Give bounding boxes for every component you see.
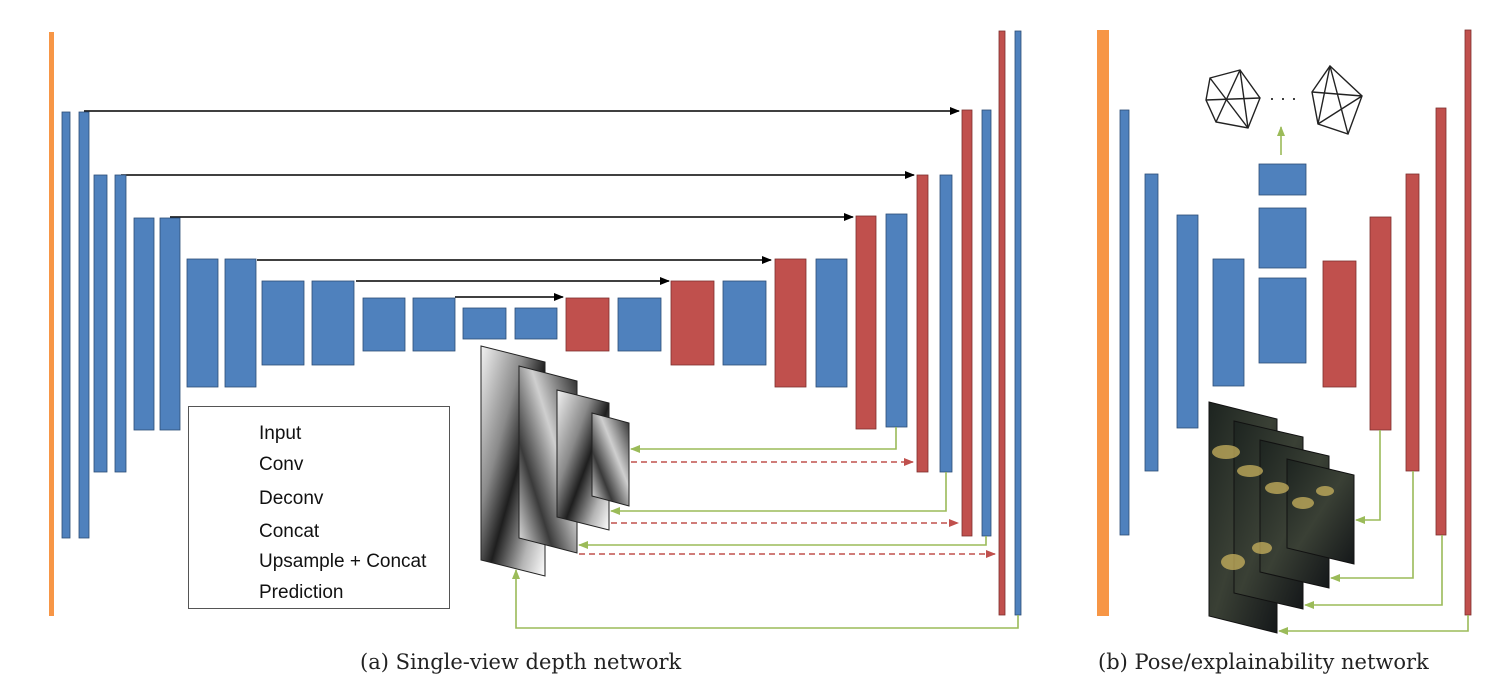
conv-layer — [462, 307, 507, 340]
conv-layer — [1212, 258, 1245, 387]
conv-layer — [1119, 109, 1130, 536]
conv-layer — [186, 258, 219, 388]
input-layer — [1097, 30, 1109, 616]
depth-map — [591, 412, 630, 507]
legend-deconv-label: Deconv — [259, 488, 324, 509]
conv-layer — [362, 297, 406, 352]
pose-ellipsis: · · · — [1269, 88, 1297, 108]
conv-layer — [93, 174, 108, 473]
pose-encoder-layers — [1119, 109, 1307, 536]
prediction-arrow — [1330, 471, 1414, 582]
conv-layer — [939, 174, 953, 473]
legend-upsample-label: Upsample + Concat — [259, 551, 427, 572]
conv-layer — [617, 297, 662, 352]
legend-box — [188, 406, 450, 609]
deconv-layer — [1435, 107, 1447, 536]
explainability-mask-stack — [1208, 401, 1355, 634]
pose-decoder-layers — [1322, 29, 1472, 616]
prediction-arrow — [630, 427, 897, 453]
deconv-layer — [916, 174, 929, 473]
conv-layer — [78, 111, 90, 539]
conv-layer — [1144, 173, 1159, 472]
prediction-arrow — [1278, 615, 1469, 635]
deconv-layer — [565, 297, 610, 352]
mask-highlights — [1212, 445, 1334, 570]
input-layer — [49, 32, 54, 616]
conv-layer — [722, 280, 767, 366]
depth-prediction-stack — [480, 345, 630, 577]
deconv-layer — [855, 215, 877, 430]
prediction-arrow — [1355, 430, 1381, 524]
conv-layer — [1014, 30, 1022, 616]
camera-pose-icon — [1205, 69, 1261, 129]
deconv-layer — [774, 258, 807, 388]
prediction-arrow — [1304, 535, 1443, 609]
deconv-layer — [1405, 173, 1420, 472]
upsample-arrows — [579, 458, 996, 558]
legend-prediction-label: Prediction — [259, 582, 344, 603]
conv-layer — [114, 174, 127, 473]
deconv-layer — [961, 109, 973, 537]
concat-arrows — [84, 107, 960, 301]
camera-pose-icon — [1311, 64, 1363, 135]
conv-layer — [261, 280, 305, 366]
explainability-mask — [1286, 458, 1355, 565]
conv-layer — [1176, 214, 1199, 429]
prediction-arrow — [610, 472, 947, 515]
conv-layer — [224, 258, 257, 388]
conv-layer — [981, 109, 992, 537]
prediction-arrow — [578, 536, 987, 549]
encoder-conv-layers — [61, 111, 558, 539]
caption-depth-network: (a) Single-view depth network — [360, 650, 682, 674]
decoder-layers — [565, 30, 1022, 616]
deconv-layer — [1369, 216, 1392, 431]
conv-layer — [412, 297, 456, 352]
legend-concat-label: Concat — [259, 521, 320, 542]
prediction-arrow — [512, 569, 1019, 629]
deconv-layer — [1322, 260, 1357, 388]
conv-layer — [61, 111, 71, 539]
conv-layer — [1258, 277, 1307, 364]
conv-layer — [885, 213, 908, 428]
deconv-layer — [998, 30, 1006, 616]
conv-layer — [514, 307, 558, 340]
deconv-layer — [1464, 29, 1472, 616]
conv-layer — [1258, 163, 1307, 196]
conv-layer — [815, 258, 848, 388]
legend-input-label: Input — [259, 423, 302, 444]
pose-network: · · · — [1097, 29, 1472, 635]
prediction-arrows — [512, 427, 1019, 629]
legend-conv-label: Conv — [259, 454, 304, 475]
conv-layer — [311, 280, 355, 366]
caption-pose-network: (b) Pose/explainability network — [1098, 650, 1429, 674]
deconv-layer — [670, 280, 715, 366]
conv-layer — [159, 217, 181, 431]
conv-layer — [1258, 207, 1307, 269]
conv-layer — [133, 217, 155, 431]
mask-prediction-arrows — [1278, 430, 1469, 635]
depth-network — [49, 30, 1022, 629]
